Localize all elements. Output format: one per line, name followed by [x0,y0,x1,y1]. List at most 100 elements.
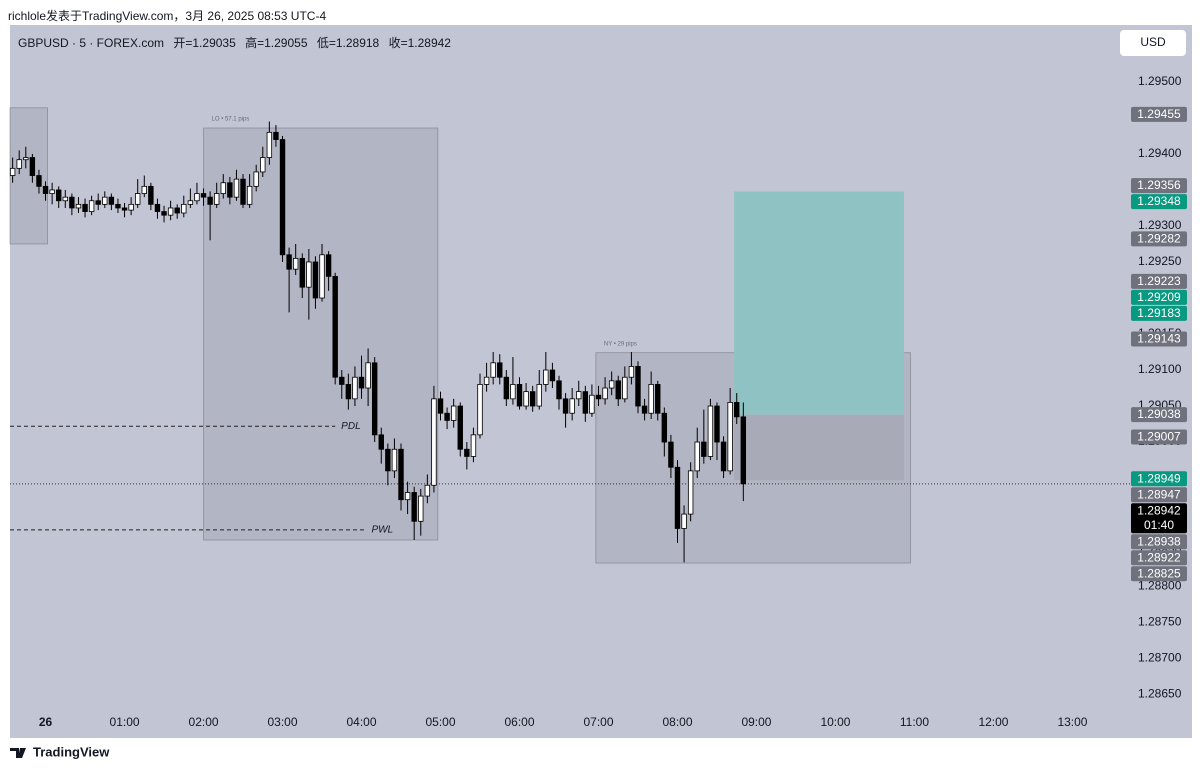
candle-body [378,434,384,450]
candle-body [82,203,88,212]
candle-body [154,203,161,212]
price-badge [1131,471,1187,487]
candle-body [602,387,608,400]
candle-body [391,448,398,472]
price-badge [1131,178,1187,194]
price-badge [1131,231,1187,247]
candle-body [319,254,325,299]
candle-body [556,380,562,400]
candle-body [727,402,733,472]
candle-body [490,362,496,378]
candle-body [510,384,516,400]
candle-body [266,131,273,158]
session-box [9,107,48,245]
candle-body [273,131,279,140]
currency-label[interactable]: USD [1140,35,1166,49]
price-badge-label: 1.29183 [1137,306,1181,320]
candle-body [306,261,312,288]
candle-body [75,203,82,209]
candle-body [615,380,621,400]
candle-body [128,203,134,211]
symbol-line: GBPUSD · 5 · FOREX.com 开=1.29035 高=1.290… [18,34,457,51]
candle-body [174,207,180,214]
candle-body [562,398,569,414]
y-tick-label: 1.29300 [1138,218,1182,232]
candle-body [141,185,147,194]
candle-body [352,376,358,400]
candle-body [641,405,648,414]
candle-body [194,193,200,202]
candle-body [549,369,556,382]
x-tick-label: 06:00 [504,715,534,729]
candle-body [477,384,483,436]
x-tick-label: 02:00 [189,715,219,729]
candle-body [582,391,589,414]
candle-body [569,398,575,414]
candle-body [213,193,220,205]
candle-body [648,384,654,414]
candle-body [181,203,187,214]
candle-body [279,139,286,256]
candle-body [576,391,582,400]
candle-body [88,200,95,212]
candle-body [339,376,345,385]
candle-body [161,211,167,216]
candle-body [628,366,635,378]
price-badge-label: 1.29209 [1137,290,1181,304]
candle-body [227,182,233,198]
x-tick-label: 07:00 [583,715,613,729]
candle-body [49,189,55,194]
candle-body [707,405,714,457]
candle-body [398,448,404,501]
position-loss [734,414,904,481]
price-badge-label: 1.28947 [1137,487,1181,501]
price-badge-label: 1.29455 [1137,107,1181,121]
ohlc-close: 收=1.28942 [388,36,451,50]
candle-body [661,412,668,443]
x-tick-label: 12:00 [978,715,1008,729]
currency-button[interactable] [1120,30,1186,56]
candle-body [332,275,338,378]
candle-body [56,189,62,202]
symbol: GBPUSD · 5 · FOREX.com [18,36,165,50]
x-tick-label: 05:00 [425,715,455,729]
candle-body [740,416,747,485]
candle-body [411,492,417,522]
ohlc-open: 开=1.29035 [173,36,236,50]
candle-body [187,200,194,205]
candle-body [483,376,490,385]
price-badge-label: 1.29356 [1137,178,1181,192]
candle-body [437,398,444,414]
candle-body [536,384,542,407]
x-tick-label: 01:00 [110,715,140,729]
last-price-label: 1.28942 [1137,503,1181,517]
attribution: richlole发表于TradingView.com，3月 26, 2025 0… [8,9,327,23]
price-badge-label: 1.29282 [1137,231,1181,245]
position-profit [734,191,904,415]
ohlc-high: 高=1.29055 [245,36,308,50]
candle-body [371,362,378,436]
candle-body [720,441,727,472]
price-badge-label: 1.29007 [1137,429,1181,443]
candle-body [299,257,305,288]
candle-body [121,207,128,211]
candle-body [345,384,352,400]
chart-background [10,25,1192,738]
price-badge [1131,550,1187,566]
session-label: NY • 29 pips [604,341,637,347]
candle-body [674,466,681,529]
price-badge-label: 1.28949 [1137,471,1181,485]
brand-name: TradingView [33,744,110,759]
y-tick-label: 1.29250 [1138,254,1182,268]
candle-body [260,157,266,173]
candle-body [424,484,431,497]
countdown: 01:40 [1144,518,1174,532]
candle-body [36,175,42,187]
x-tick-label: 09:00 [741,715,771,729]
candle-body [23,157,29,161]
candle-body [687,470,694,515]
candle-body [418,495,424,522]
candle-body [589,394,595,414]
price-badge-label: 1.28922 [1137,550,1181,564]
